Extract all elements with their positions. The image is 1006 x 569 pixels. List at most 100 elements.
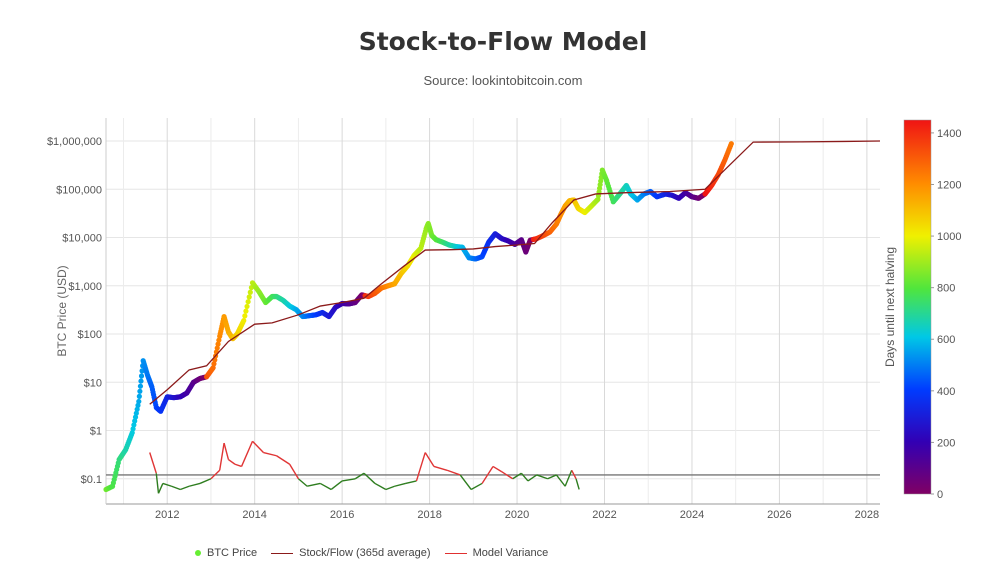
- model-variance-segment: [564, 470, 573, 487]
- btc-price-point: [136, 393, 142, 399]
- btc-price-point: [134, 406, 140, 412]
- plot-area: [106, 118, 880, 504]
- legend-label-model-variance: Model Variance: [472, 547, 549, 559]
- btc-price-point: [137, 383, 144, 389]
- x-tick-label: 2012: [155, 509, 179, 521]
- model-variance-segment: [575, 478, 580, 490]
- colorbar-tick-label: 1400: [937, 128, 961, 140]
- btc-price-point: [247, 289, 253, 295]
- model-variance-segment: [405, 480, 417, 485]
- model-variance-segment: [501, 471, 514, 480]
- btc-price-point: [132, 414, 139, 420]
- model-variance-segment: [536, 474, 548, 480]
- model-variance-segment: [240, 440, 254, 467]
- legend-item-model-variance[interactable]: Model Variance: [444, 547, 549, 559]
- model-variance-segment: [155, 473, 160, 494]
- model-variance-segment: [223, 442, 230, 460]
- colorbar-title: Days until next halving: [883, 247, 897, 367]
- btc-price-point: [241, 317, 247, 324]
- model-variance-segment: [149, 452, 157, 474]
- btc-price-point: [133, 410, 139, 416]
- model-variance-segment: [219, 442, 225, 471]
- model-variance-segment: [394, 482, 406, 487]
- model-variance-segment: [470, 482, 483, 491]
- colorbar-tick-label: 0: [937, 489, 943, 501]
- model-variance-segment: [342, 478, 356, 482]
- legend: BTC Price Stock/Flow (365d average) Mode…: [195, 547, 548, 559]
- btc-price-point: [214, 345, 220, 351]
- legend-item-stock-flow[interactable]: Stock/Flow (365d average): [271, 547, 431, 559]
- model-variance-segment: [171, 485, 181, 491]
- y-tick-label: $1,000: [68, 281, 102, 293]
- model-variance-segment: [234, 463, 242, 468]
- model-variance-segment: [385, 485, 395, 491]
- legend-dot-icon: [195, 550, 201, 556]
- model-variance-segment: [188, 482, 201, 487]
- model-variance-segment: [297, 478, 308, 487]
- model-variance-segment: [307, 482, 321, 487]
- model-variance-segment: [263, 451, 277, 457]
- chart-subtitle: Source: lookintobitcoin.com: [423, 73, 583, 88]
- model-variance-segment: [289, 463, 300, 480]
- model-variance-segment: [512, 472, 522, 480]
- btc-price-point: [138, 378, 144, 384]
- colorbar-tick-label: 800: [937, 283, 955, 295]
- y-tick-label: $10,000: [62, 233, 102, 245]
- x-tick-label: 2016: [330, 509, 354, 521]
- btc-price-point: [131, 422, 137, 428]
- x-tick-label: 2020: [505, 509, 529, 521]
- model-variance-segment: [180, 485, 190, 491]
- model-variance-segment: [162, 482, 172, 487]
- colorbar-tick-label: 1000: [937, 231, 961, 243]
- model-variance-segment: [481, 466, 494, 484]
- model-variance-segment: [433, 465, 448, 471]
- colorbar-tick-label: 600: [937, 334, 955, 346]
- btc-price-point: [243, 308, 249, 314]
- btc-price-point: [210, 365, 216, 371]
- colorbar-tick-label: 200: [937, 437, 955, 449]
- model-variance-segment: [276, 455, 291, 465]
- x-tick-label: 2022: [592, 509, 616, 521]
- legend-label-stock-flow: Stock/Flow (365d average): [299, 547, 431, 559]
- model-variance-segment: [157, 483, 164, 494]
- legend-line-icon: [444, 552, 467, 554]
- model-variance-segment: [251, 440, 264, 454]
- btc-price-point: [244, 303, 250, 310]
- legend-item-btc-price[interactable]: BTC Price: [195, 547, 257, 559]
- model-variance-segment: [547, 474, 557, 480]
- btc-price-point: [137, 388, 143, 394]
- model-variance-segment: [571, 469, 577, 480]
- stock-flow-line: [149, 140, 881, 405]
- y-tick-label: $10: [84, 377, 102, 389]
- model-variance-segment: [319, 482, 332, 491]
- chart-title: Stock-to-Flow Model: [358, 27, 648, 56]
- legend-line-icon: [271, 552, 294, 554]
- model-variance-segment: [199, 478, 212, 485]
- model-variance-segment: [374, 482, 387, 491]
- colorbar-tick-label: 400: [937, 386, 955, 398]
- y-tick-label: $0.1: [81, 474, 102, 486]
- model-variance-segment: [354, 472, 365, 480]
- y-tick-label: $1,000,000: [47, 136, 102, 148]
- colorbar: [903, 119, 932, 495]
- x-tick-label: 2026: [767, 509, 791, 521]
- btc-price-point: [728, 141, 734, 147]
- x-tick-label: 2014: [242, 509, 266, 521]
- x-tick-label: 2018: [417, 509, 441, 521]
- btc-price-point: [245, 299, 251, 305]
- btc-price-point: [129, 430, 135, 436]
- model-variance-segment: [527, 474, 538, 482]
- model-variance-segment: [228, 459, 236, 465]
- y-tick-label: $100: [78, 329, 102, 341]
- model-variance-segment: [424, 452, 435, 467]
- model-variance-segment: [446, 469, 461, 476]
- legend-label-btc-price: BTC Price: [207, 547, 258, 559]
- btc-price-point: [132, 418, 138, 424]
- model-variance-segment: [415, 452, 426, 482]
- x-tick-label: 2024: [680, 509, 704, 521]
- model-variance-segment: [363, 472, 376, 484]
- x-tick-label: 2028: [855, 509, 879, 521]
- model-variance-segment: [459, 474, 472, 490]
- y-axis-title: BTC Price (USD): [55, 265, 69, 356]
